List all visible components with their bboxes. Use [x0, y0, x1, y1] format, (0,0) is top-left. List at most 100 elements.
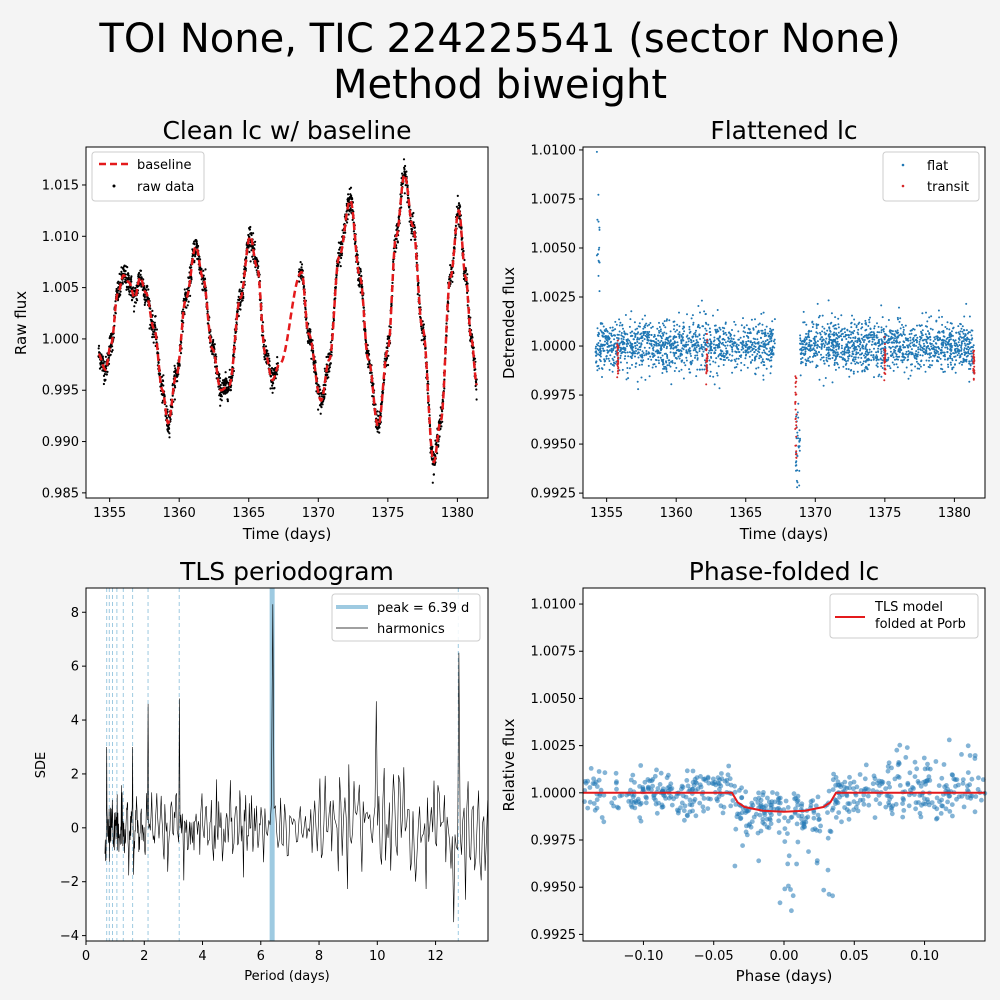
flat-point	[950, 342, 953, 345]
raw-data-point	[119, 293, 122, 296]
flat-point	[860, 323, 863, 325]
flat-point	[674, 362, 676, 365]
flat-point	[880, 338, 883, 341]
raw-data-point	[273, 386, 276, 390]
flat-point	[665, 370, 668, 373]
flat-point	[634, 365, 637, 368]
flat-point	[597, 342, 600, 344]
flat-point	[609, 326, 612, 329]
raw-data-point	[218, 373, 221, 376]
flat-point	[863, 339, 866, 341]
flat-point	[896, 329, 899, 332]
flat-point	[940, 367, 942, 370]
flat-point	[798, 469, 801, 472]
raw-data-point	[178, 364, 181, 367]
flat-point	[666, 355, 669, 358]
raw-data-point	[411, 215, 414, 218]
flat-point	[850, 355, 853, 358]
flat-point	[937, 331, 939, 334]
flat-point	[669, 330, 672, 333]
flat-point	[963, 349, 966, 351]
flat-point	[736, 363, 739, 366]
flat-point	[626, 351, 629, 354]
flat-point	[919, 365, 922, 368]
flat-point	[611, 335, 613, 337]
flat-point	[620, 332, 623, 334]
flat-point	[641, 336, 644, 339]
flat-point	[701, 368, 704, 371]
flat-point	[830, 349, 833, 352]
raw-data-point	[466, 304, 469, 307]
flat-point	[620, 352, 623, 355]
flat-point	[968, 380, 971, 383]
flat-point	[928, 359, 930, 362]
flat-point	[967, 351, 970, 354]
raw-data-point	[130, 275, 133, 278]
flat-point	[696, 351, 699, 354]
flat-point	[852, 336, 855, 339]
flat-point	[754, 349, 757, 351]
flat-point	[610, 351, 613, 353]
flat-point	[740, 342, 743, 344]
flat-point	[760, 356, 763, 359]
flat-point	[969, 363, 972, 366]
flat-point	[858, 321, 861, 324]
flat-point	[682, 332, 685, 335]
flat-point	[799, 374, 802, 377]
flat-point	[733, 334, 736, 337]
flat-point	[823, 327, 826, 330]
raw-data-point	[151, 328, 154, 331]
flat-point	[699, 347, 702, 350]
raw-data-point	[161, 401, 164, 404]
raw-data-point	[440, 425, 443, 428]
flat-point	[625, 338, 628, 341]
flat-point	[817, 323, 820, 326]
flat-point	[873, 327, 876, 330]
flat-point	[763, 364, 766, 367]
flat-point	[603, 358, 606, 361]
flat-point	[621, 324, 624, 327]
flat-point	[703, 310, 706, 313]
flat-point	[665, 332, 668, 335]
flat-point	[748, 328, 751, 331]
flat-point	[762, 332, 765, 335]
y-axis-label: Raw flux	[12, 291, 30, 355]
flat-point	[727, 340, 729, 343]
flat-point	[845, 362, 848, 365]
flat-point	[703, 368, 706, 371]
flat-point	[960, 342, 963, 345]
flat-point	[725, 352, 728, 355]
flat-point	[653, 363, 656, 366]
figure-title-line1: TOI None, TIC 224225541 (sector None)	[98, 16, 900, 62]
flat-point	[670, 383, 673, 386]
flat-point	[856, 370, 859, 373]
raw-data-point	[276, 362, 279, 365]
flat-point	[912, 344, 915, 347]
flat-point	[618, 330, 621, 333]
flat-point	[961, 330, 964, 333]
flat-point	[694, 356, 696, 359]
flat-point	[906, 345, 909, 348]
flat-point	[663, 367, 666, 370]
flat-point	[609, 341, 612, 344]
raw-data-point	[205, 289, 208, 292]
flat-point	[661, 372, 664, 374]
flat-point	[822, 384, 825, 387]
flat-point	[963, 353, 966, 356]
raw-data-point	[111, 349, 114, 352]
raw-data-point	[376, 410, 379, 413]
flat-point	[846, 359, 849, 362]
flat-point	[964, 359, 967, 362]
flat-point	[909, 329, 912, 332]
raw-data-point	[198, 255, 201, 258]
flat-point	[889, 350, 892, 353]
flat-point	[963, 329, 966, 332]
raw-data-point	[466, 282, 469, 285]
flat-point	[726, 356, 729, 359]
raw-data-point	[312, 349, 315, 353]
flat-point	[644, 326, 646, 329]
flat-point	[795, 479, 798, 482]
raw-data-point	[179, 352, 183, 355]
flat-point	[648, 375, 651, 378]
flat-point	[639, 354, 642, 357]
